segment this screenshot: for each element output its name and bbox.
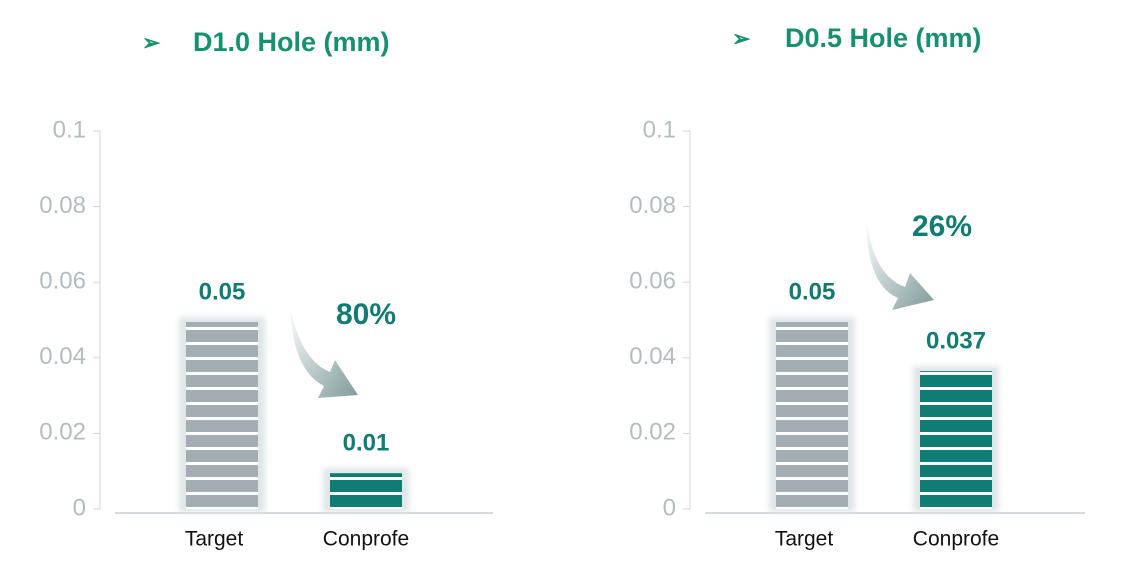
bar: [776, 322, 848, 509]
y-tick-label: 0.04: [629, 343, 676, 370]
x-tick-label: Conprofe: [323, 528, 409, 551]
x-tick-label: Target: [775, 528, 834, 551]
y-tick-label: 0.1: [643, 116, 676, 143]
trend-arrow: [866, 215, 934, 310]
value-label: 0.037: [926, 327, 986, 354]
value-label: 0.05: [199, 278, 246, 305]
x-tick-label: Target: [185, 528, 244, 551]
x-tick-label: Conprofe: [913, 528, 999, 551]
y-tick-label: 0: [663, 494, 676, 521]
y-tick-label: 0.02: [39, 419, 86, 446]
value-label: 0.01: [343, 430, 390, 457]
trend-arrow: [290, 305, 358, 398]
y-tick-label: 0.06: [629, 268, 676, 295]
chart-title: D1.0 Hole (mm): [193, 27, 390, 57]
y-tick-label: 0.08: [39, 192, 86, 219]
annotation: 26%: [912, 210, 972, 243]
y-tick-label: 0: [73, 494, 86, 521]
bar: [920, 371, 992, 509]
annotation: 80%: [336, 298, 396, 331]
y-tick-label: 0.08: [629, 192, 676, 219]
bar: [330, 473, 402, 509]
chart-title: D0.5 Hole (mm): [785, 23, 982, 53]
y-tick-label: 0.02: [629, 419, 676, 446]
bullet-arrow: ➢: [142, 30, 161, 55]
bullet-arrow: ➢: [732, 26, 751, 51]
bar: [186, 322, 258, 509]
y-tick-label: 0.06: [39, 268, 86, 295]
y-tick-label: 0.04: [39, 343, 86, 370]
value-label: 0.05: [789, 278, 836, 305]
y-tick-label: 0.1: [53, 116, 86, 143]
